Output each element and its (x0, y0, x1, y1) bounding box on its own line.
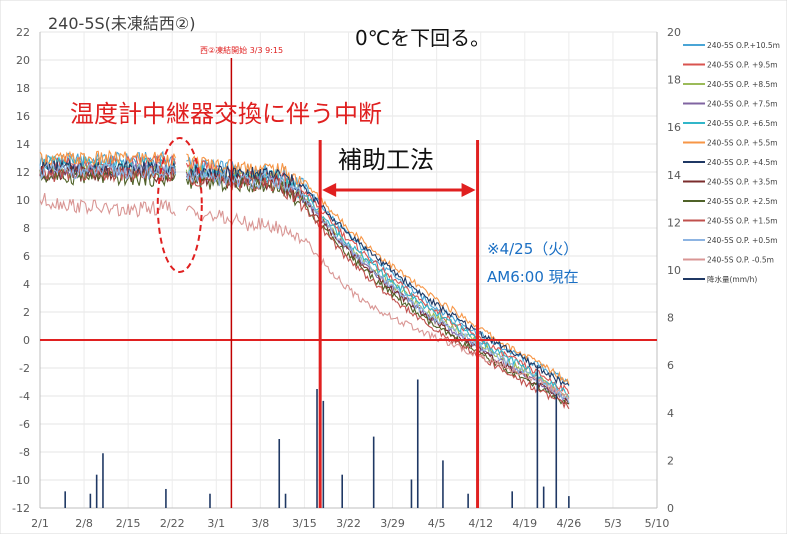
x-tick-label: 4/19 (512, 517, 537, 530)
interruption-annotation: 温度計中継器交換に伴う中断 (70, 100, 382, 128)
legend-label: 240-5S O.P. +7.5m (707, 100, 778, 109)
legend-label: 240-5S O.P. -0.5m (707, 256, 774, 265)
y-right-tick-label: 6 (667, 359, 674, 372)
legend-label: 240-5S O.P. +8.5m (707, 80, 778, 89)
y-tick-label: -8 (19, 446, 30, 459)
chart-title: 240-5S(未凍結西②) (48, 14, 195, 33)
y-right-tick-label: 16 (667, 121, 681, 134)
y-tick-label: 18 (16, 82, 30, 95)
legend-label: 240-5S O.P. +9.5m (707, 61, 778, 70)
x-tick-label: 3/15 (292, 517, 317, 530)
aux-arrow-head-right (461, 183, 476, 197)
y-right-tick-label: 2 (667, 454, 674, 467)
legend-label: 240-5S O.P. +2.5m (707, 197, 778, 206)
y-tick-label: 10 (16, 194, 30, 207)
x-tick-label: 3/1 (207, 517, 225, 530)
x-tick-label: 2/1 (31, 517, 49, 530)
series-line (39, 165, 176, 183)
annotation-overlay (40, 58, 657, 508)
x-tick-label: 4/26 (557, 517, 582, 530)
legend-label: 240-5S O.P. +3.5m (707, 178, 778, 187)
x-tick-label: 3/22 (336, 517, 361, 530)
freeze-annotation: 0℃を下回る。 (355, 26, 490, 50)
y-tick-label: -12 (12, 502, 30, 515)
y-right-tick-label: 20 (667, 26, 681, 39)
y-tick-label: 14 (16, 138, 30, 151)
legend-label: 240-5S O.P. +1.5m (707, 217, 778, 226)
x-tick-label: 5/10 (645, 517, 670, 530)
series-line (39, 161, 176, 181)
series-line (185, 174, 570, 405)
x-axis: 2/1 2/8 2/15 2/22 3/1 3/8 3/15 3/22 3/29 4/5 4/12 4… (31, 517, 669, 530)
y-tick-label: 12 (16, 166, 30, 179)
legend-label: 240-5S O.P. +0.5m (707, 236, 778, 245)
y-tick-label: 4 (23, 278, 30, 291)
freeze-start-label: 西②凍結開始 3/3 9:15 (200, 45, 283, 55)
auxiliary-method-label: 補助工法 (338, 146, 434, 174)
current-date-line1: ※4/25（火） (487, 240, 578, 258)
y-tick-label: 2 (23, 306, 30, 319)
legend-label: 240-5S O.P.+10.5m (707, 41, 780, 50)
rainfall-series (64, 365, 570, 508)
x-tick-label: 3/29 (380, 517, 405, 530)
y-right-tick-label: 12 (667, 216, 681, 229)
y-tick-label: 8 (23, 222, 30, 235)
legend-label: 240-5S O.P. +4.5m (707, 158, 778, 167)
series-group (39, 149, 570, 410)
y-tick-label: 22 (16, 26, 30, 39)
x-tick-label: 5/3 (604, 517, 622, 530)
y-tick-label: 16 (16, 110, 30, 123)
y-right-tick-label: 4 (667, 407, 674, 420)
series-line (39, 192, 176, 218)
gridlines (39, 31, 658, 509)
x-tick-label: 2/8 (75, 517, 93, 530)
legend: 240-5S O.P.+10.5m 240-5S O.P. +9.5m 240-5S… (683, 41, 780, 284)
x-tick-label: 2/15 (116, 517, 141, 530)
series-line (185, 205, 570, 400)
legend-label: 降水量(mm/h) (707, 274, 757, 284)
y-tick-label: 6 (23, 250, 30, 263)
x-tick-label: 2/22 (160, 517, 185, 530)
y-tick-label: 0 (23, 334, 30, 347)
y-tick-label: -4 (19, 390, 30, 403)
y-tick-label: -10 (12, 474, 30, 487)
series-line (185, 168, 570, 404)
legend-label: 240-5S O.P. +6.5m (707, 119, 778, 128)
x-tick-label: 4/5 (428, 517, 446, 530)
y-right-tick-label: 18 (667, 74, 681, 87)
legend-label: 240-5S O.P. +5.5m (707, 139, 778, 148)
y-tick-label: -6 (19, 418, 30, 431)
y-right-tick-label: 10 (667, 264, 681, 277)
y-tick-label: -2 (19, 362, 30, 375)
current-date-line2: AM6:00 現在 (487, 268, 579, 286)
interruption-ellipse (156, 137, 203, 273)
y-right-tick-label: 14 (667, 169, 681, 182)
series-line (39, 149, 176, 168)
y-right-tick-label: 8 (667, 312, 674, 325)
series-line (185, 172, 570, 410)
x-tick-label: 3/8 (252, 517, 270, 530)
y-right-tick-label: 0 (667, 502, 674, 515)
y-tick-label: 20 (16, 54, 30, 67)
aux-arrow-head-left (322, 183, 337, 197)
x-tick-label: 4/12 (468, 517, 493, 530)
